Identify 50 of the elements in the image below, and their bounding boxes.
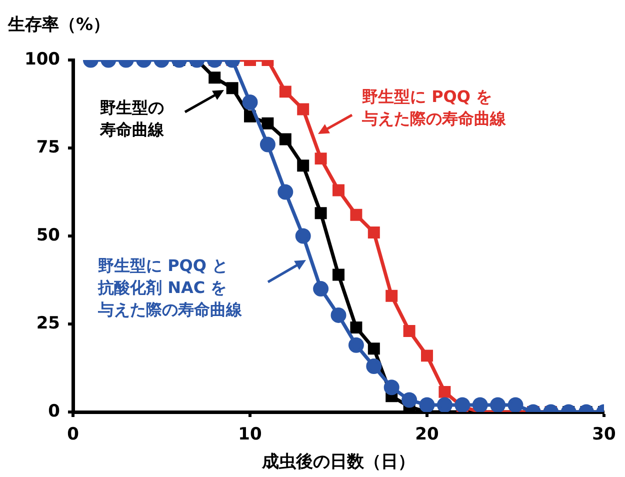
point [454, 397, 470, 412]
point [490, 397, 506, 412]
y-tick-label: 75 [36, 137, 60, 158]
point [260, 136, 276, 152]
point [330, 307, 346, 323]
y-tick-label: 0 [48, 401, 60, 422]
point [297, 103, 310, 116]
point [313, 281, 329, 297]
y-tick-label: 25 [36, 313, 60, 334]
point [332, 268, 344, 281]
point [368, 226, 380, 238]
point [332, 184, 344, 196]
point [314, 152, 327, 165]
y-axis-title: 生存率（%） [8, 14, 110, 36]
y-tick-label: 100 [24, 49, 60, 70]
point [386, 290, 398, 302]
point [436, 397, 452, 412]
point [368, 342, 380, 355]
point [384, 380, 400, 396]
x-tick-label: 10 [238, 424, 262, 445]
x-axis-title: 成虫後の日数（日） [261, 452, 415, 472]
point [262, 117, 274, 130]
legend-label: 野生型の寿命曲線 [100, 97, 164, 141]
point [348, 337, 364, 353]
text: 野生型に PQQ を与えた際の寿命曲線 [362, 86, 506, 130]
x-tick-label: 30 [592, 424, 616, 445]
point [295, 228, 311, 244]
point [279, 86, 292, 98]
x-tick-label: 20 [415, 424, 439, 445]
point [279, 133, 292, 146]
y-tick-label: 50 [36, 225, 60, 246]
point [402, 392, 418, 408]
point [403, 325, 416, 338]
x-tick-label: 0 [67, 424, 80, 445]
point [226, 82, 238, 94]
point [350, 208, 362, 221]
point [278, 184, 294, 200]
point [314, 207, 327, 220]
point [244, 110, 256, 122]
point [242, 94, 258, 110]
point [421, 350, 433, 362]
point [419, 397, 435, 412]
point [297, 160, 310, 172]
point [208, 72, 221, 84]
point [350, 322, 362, 334]
point [472, 397, 488, 412]
point [366, 358, 382, 374]
point [508, 397, 524, 412]
legend-label: 野生型に PQQ と抗酸化剤 NAC を与えた際の寿命曲線 [98, 255, 242, 321]
point [438, 386, 451, 398]
